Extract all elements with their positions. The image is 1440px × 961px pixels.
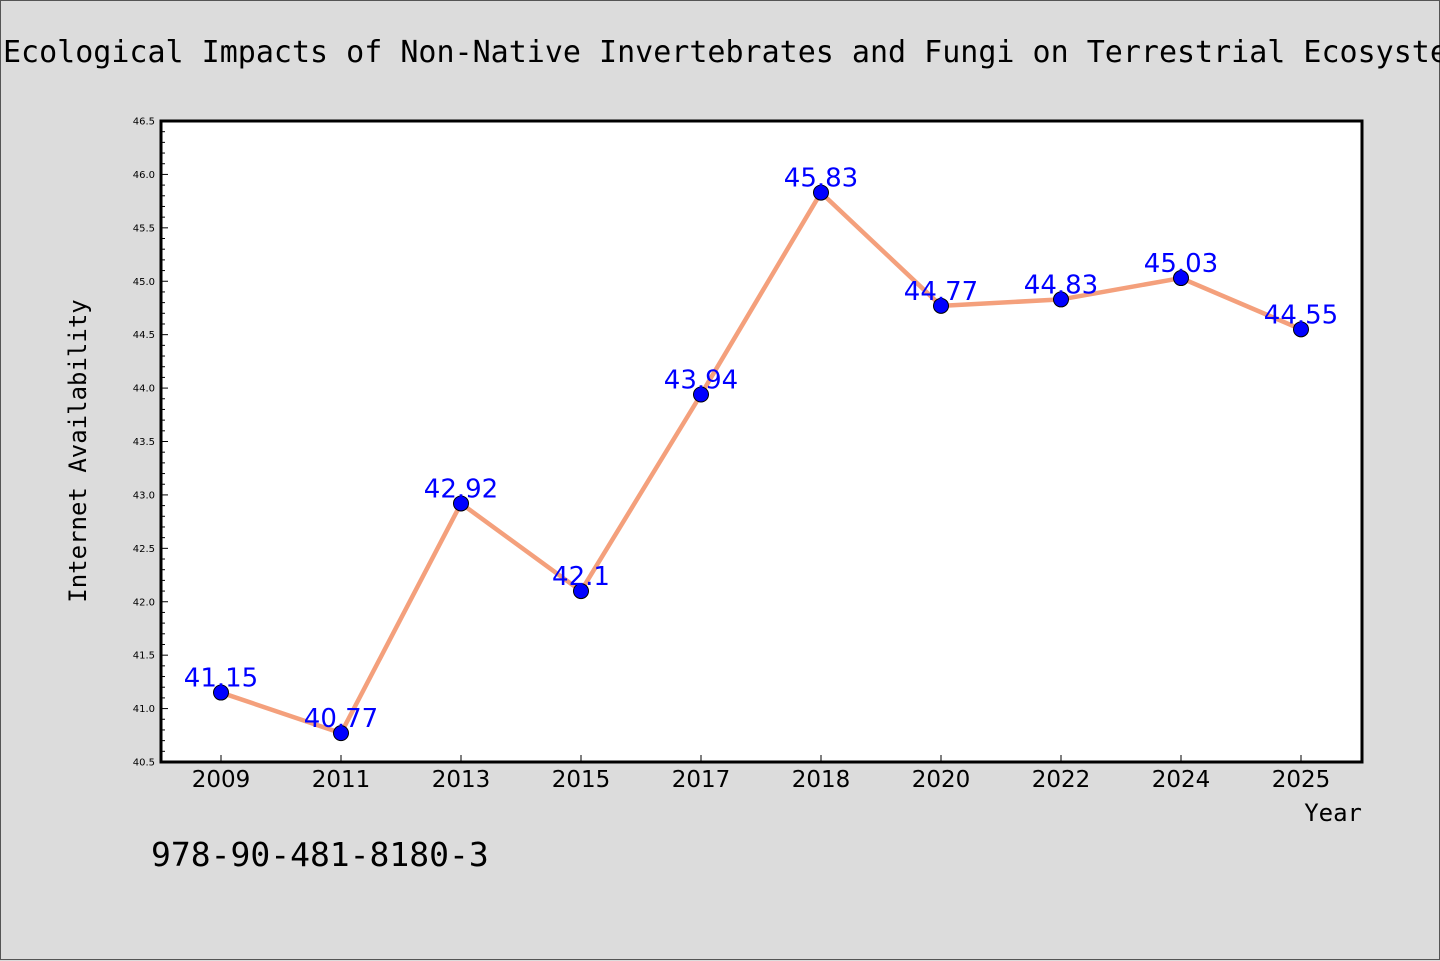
y-tick-label: 45.0 xyxy=(133,277,155,288)
isbn-caption: 978-90-481-8180-3 xyxy=(151,835,489,874)
x-tick-label: 2009 xyxy=(192,767,251,793)
data-point[interactable] xyxy=(453,495,469,512)
x-tick-label: 2020 xyxy=(912,767,971,793)
x-axis-label: Year xyxy=(1304,799,1362,827)
x-tick-label: 2013 xyxy=(432,767,491,793)
data-label: 44.77 xyxy=(904,277,978,307)
data-label: 42.92 xyxy=(424,474,498,504)
y-tick-label: 45.5 xyxy=(133,223,155,234)
data-point[interactable] xyxy=(1293,321,1309,338)
data-label: 41.15 xyxy=(184,664,258,694)
data-label: 43.94 xyxy=(664,365,738,395)
plot-frame xyxy=(159,119,1364,764)
y-tick-label: 42.0 xyxy=(133,597,155,608)
data-point[interactable] xyxy=(213,684,229,701)
plot-area xyxy=(161,121,1362,762)
y-tick-label: 46.0 xyxy=(133,170,155,181)
y-axis-label: Internet Availability xyxy=(64,299,92,602)
data-label: 44.55 xyxy=(1264,300,1338,330)
series-line xyxy=(220,190,1302,736)
y-tick-label: 41.0 xyxy=(133,704,155,715)
y-tick-label: 43.0 xyxy=(133,490,155,501)
x-tick-label: 2015 xyxy=(552,767,611,793)
chart-title: Ecological Impacts of Non-Native Inverte… xyxy=(3,35,1440,70)
data-label: 45.83 xyxy=(784,164,858,194)
data-point[interactable] xyxy=(573,583,589,600)
y-tick-label: 44.0 xyxy=(133,384,155,395)
x-tick-label: 2011 xyxy=(312,767,371,793)
data-point[interactable] xyxy=(933,297,949,314)
data-point[interactable] xyxy=(1173,270,1189,287)
x-tick-label: 2022 xyxy=(1032,767,1091,793)
data-point[interactable] xyxy=(693,386,709,403)
y-tick-label: 42.5 xyxy=(133,544,155,555)
x-tick-label: 2024 xyxy=(1152,767,1211,793)
y-tick-label: 41.5 xyxy=(133,651,155,662)
data-label: 44.83 xyxy=(1024,270,1098,300)
x-tick-label: 2025 xyxy=(1272,767,1331,793)
data-label: 40.77 xyxy=(304,704,378,734)
data-label: 45.03 xyxy=(1144,249,1218,279)
data-point[interactable] xyxy=(1053,291,1069,308)
y-tick-label: 44.5 xyxy=(133,330,155,341)
x-tick-label: 2017 xyxy=(672,767,731,793)
y-tick-label: 40.5 xyxy=(133,758,155,769)
data-point[interactable] xyxy=(813,184,829,201)
y-tick-label: 46.5 xyxy=(133,117,155,128)
data-point[interactable] xyxy=(333,725,349,742)
y-tick-label: 43.5 xyxy=(133,437,155,448)
x-tick-label: 2018 xyxy=(792,767,851,793)
data-label: 42.1 xyxy=(552,562,610,592)
